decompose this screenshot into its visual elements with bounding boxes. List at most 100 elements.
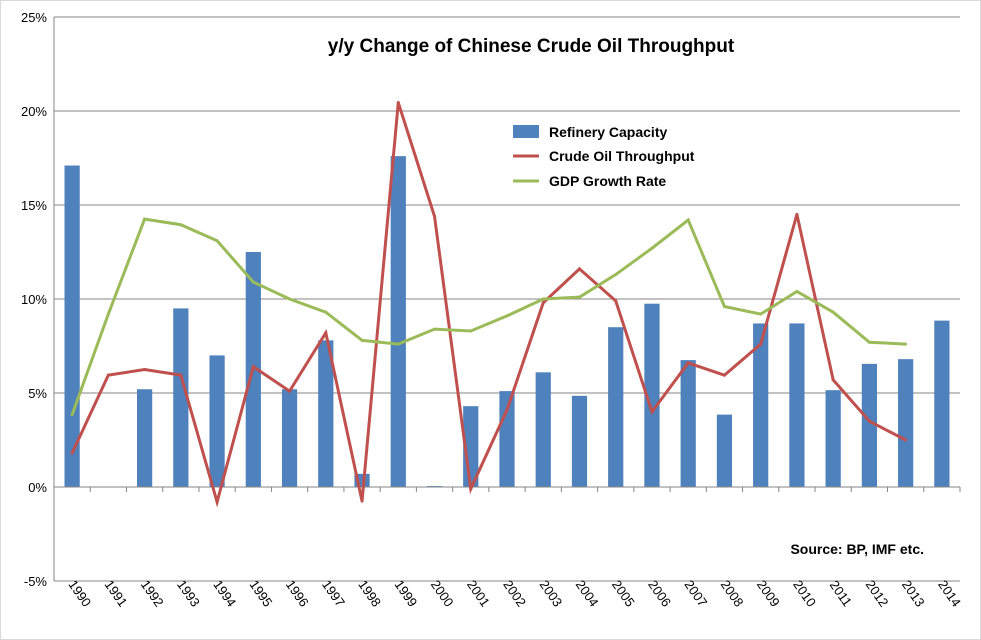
point-crude-oil-throughput-2004 [577, 267, 581, 271]
point-crude-oil-throughput-2008 [722, 373, 726, 377]
x-tick-label: 2002 [500, 577, 529, 609]
point-gdp-growth-rate-2000 [433, 327, 437, 331]
point-crude-oil-throughput-2007 [686, 361, 690, 365]
point-crude-oil-throughput-2009 [759, 342, 763, 346]
point-crude-oil-throughput-2002 [505, 408, 509, 412]
y-tick-label: 20% [21, 104, 47, 119]
point-gdp-growth-rate-1990 [70, 413, 74, 417]
point-gdp-growth-rate-2010 [795, 289, 799, 293]
point-gdp-growth-rate-1999 [396, 342, 400, 346]
bar-refinery-capacity-2010 [789, 323, 805, 487]
point-gdp-growth-rate-1996 [288, 297, 292, 301]
point-gdp-growth-rate-2003 [541, 297, 545, 301]
x-tick-label: 2012 [863, 577, 892, 609]
bar-refinery-capacity-1993 [173, 308, 189, 487]
x-tick-label: 2007 [681, 577, 710, 609]
bar-refinery-capacity-2005 [608, 327, 624, 487]
x-tick-label: 2014 [935, 577, 964, 609]
point-gdp-growth-rate-1997 [324, 310, 328, 314]
bar-refinery-capacity-1992 [136, 389, 153, 487]
bar-refinery-capacity-1996 [281, 389, 298, 487]
point-crude-oil-throughput-1994 [215, 500, 219, 504]
point-gdp-growth-rate-1994 [215, 239, 219, 243]
x-tick-label: 1998 [355, 577, 384, 609]
point-crude-oil-throughput-2005 [614, 299, 618, 303]
bar-refinery-capacity-2007 [680, 360, 696, 487]
point-crude-oil-throughput-2010 [795, 212, 799, 216]
point-crude-oil-throughput-2000 [433, 214, 437, 218]
line-series [70, 101, 908, 508]
point-gdp-growth-rate-2013 [904, 342, 908, 346]
point-gdp-growth-rate-1992 [143, 217, 147, 221]
y-tick-label: -5% [24, 574, 48, 589]
bar-refinery-capacity-2009 [753, 323, 769, 487]
point-crude-oil-throughput-2012 [867, 419, 871, 423]
legend: Refinery Capacity Crude Oil Throughput G… [513, 124, 695, 189]
bar-refinery-capacity-1999 [390, 156, 406, 487]
point-crude-oil-throughput-2013 [904, 438, 908, 442]
x-tick-label: 1999 [392, 577, 421, 609]
y-tick-labels: -5% 0% 5% 10% 15% 20% 25% [21, 10, 47, 589]
x-tick-labels: 1990 1991 1992 1993 1994 1995 1996 1997 1998 1999… [65, 577, 964, 609]
x-tick-label: 1992 [138, 577, 167, 609]
bar-refinery-capacity-1997 [318, 340, 334, 487]
x-tick-label: 2006 [645, 577, 674, 609]
x-tick-label: 1995 [247, 577, 276, 609]
point-crude-oil-throughput-2006 [650, 410, 654, 414]
x-tick-label: 1994 [210, 577, 239, 609]
point-gdp-growth-rate-1993 [179, 223, 183, 227]
point-crude-oil-throughput-1998 [360, 499, 364, 503]
point-crude-oil-throughput-2003 [541, 301, 545, 305]
x-tick-label: 1997 [319, 577, 348, 609]
x-tick-label: 2011 [827, 578, 855, 610]
point-gdp-growth-rate-2001 [469, 329, 473, 333]
bar-refinery-capacity-2003 [535, 372, 551, 487]
legend-label-refinery-capacity: Refinery Capacity [549, 124, 667, 140]
bar-refinery-capacity-2011 [825, 390, 841, 487]
bar-refinery-capacity-2006 [644, 303, 660, 487]
x-tick-label: 1990 [65, 577, 94, 609]
x-tick-label: 2003 [536, 577, 565, 609]
legend-label-crude-oil-throughput: Crude Oil Throughput [549, 148, 695, 164]
x-tick-label: 1993 [174, 577, 203, 609]
x-tick-label: 2001 [464, 577, 493, 609]
point-gdp-growth-rate-2002 [505, 314, 509, 318]
x-tick-label: 2000 [428, 577, 457, 609]
point-crude-oil-throughput-1990 [70, 451, 74, 455]
point-crude-oil-throughput-1997 [324, 331, 328, 335]
source-annotation: Source: BP, IMF etc. [790, 541, 924, 557]
point-gdp-growth-rate-2005 [614, 273, 618, 277]
y-tick-label: 10% [21, 292, 47, 307]
line-gdp-growth-rate [70, 217, 906, 416]
x-tick-label: 2008 [718, 577, 747, 609]
y-tick-label: 0% [28, 480, 47, 495]
x-tick-label: 1996 [283, 577, 312, 609]
point-gdp-growth-rate-1995 [251, 280, 255, 284]
line-crude-oil-throughput [70, 102, 907, 508]
point-gdp-growth-rate-2008 [722, 305, 726, 309]
point-crude-oil-throughput-1996 [288, 389, 292, 393]
x-tick-label: 2005 [609, 577, 638, 609]
x-tick-label: 1991 [102, 577, 131, 609]
point-gdp-growth-rate-2009 [759, 312, 763, 316]
x-tick-label: 2010 [790, 577, 819, 609]
point-gdp-growth-rate-2011 [831, 310, 835, 314]
axes [53, 17, 961, 581]
legend-swatch-refinery-capacity [513, 125, 539, 138]
bar-refinery-capacity-1994 [209, 355, 225, 487]
point-gdp-growth-rate-2004 [577, 295, 581, 299]
y-tick-label: 25% [21, 10, 47, 25]
bar-refinery-capacity-2014 [934, 320, 950, 487]
point-gdp-growth-rate-2007 [686, 218, 690, 222]
chart-title: y/y Change of Chinese Crude Oil Throughp… [328, 36, 735, 57]
x-tick-label: 2009 [754, 577, 783, 609]
point-gdp-growth-rate-1991 [106, 312, 110, 316]
legend-label-gdp-growth-rate: GDP Growth Rate [549, 173, 666, 189]
point-crude-oil-throughput-2011 [831, 378, 835, 382]
y-tick-label: 15% [21, 198, 47, 213]
y-tick-label: 5% [28, 386, 47, 401]
point-crude-oil-throughput-1991 [106, 373, 110, 377]
bar-refinery-capacity-2004 [571, 395, 588, 487]
